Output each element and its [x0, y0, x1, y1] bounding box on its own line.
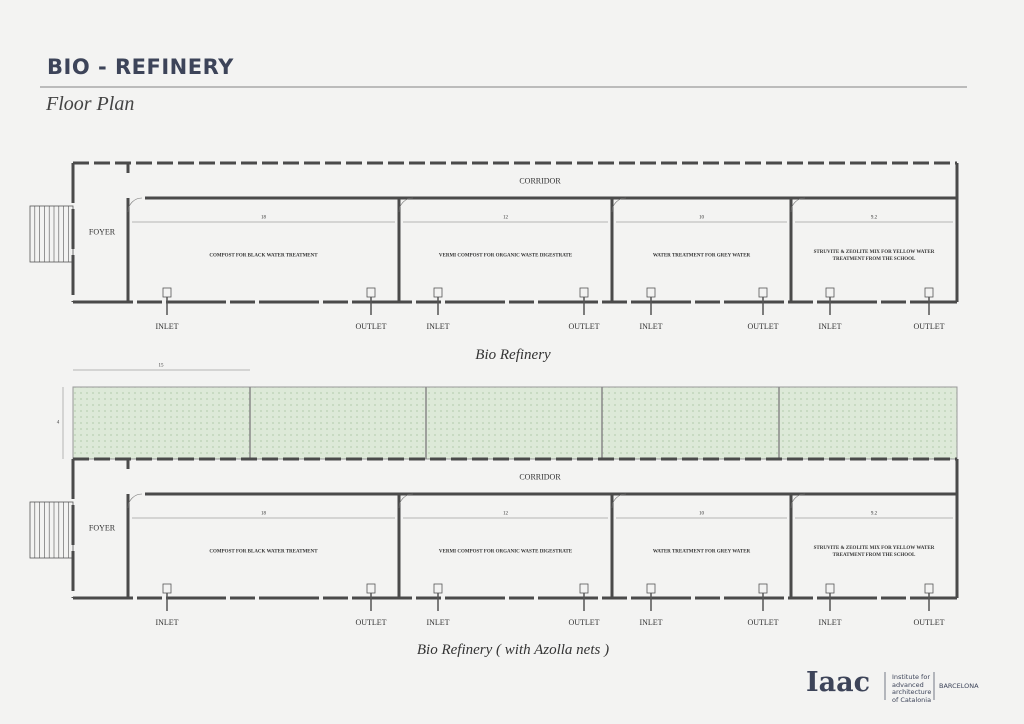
outlet-label: OUTLET — [747, 322, 779, 331]
room-label: VERMI COMPOST FOR ORGANIC WASTE DIGESTRA… — [438, 253, 573, 259]
inlet-label: INLET — [818, 322, 842, 331]
dimension: 18 — [261, 511, 266, 517]
pipe-fitting — [162, 583, 172, 594]
pipe-fitting — [924, 583, 934, 594]
title: BIO - REFINERY — [47, 55, 234, 79]
foyer-label: FOYER — [88, 227, 116, 237]
outlet-label: OUTLET — [355, 618, 387, 627]
door — [611, 197, 627, 213]
outlet-label: OUTLET — [913, 322, 945, 331]
outlet-label: OUTLET — [747, 618, 779, 627]
outlet-label: OUTLET — [913, 618, 945, 627]
dimension: 12 — [503, 215, 508, 221]
pipe-fitting — [433, 583, 443, 594]
pipe-fitting — [579, 583, 589, 594]
outlet-label: OUTLET — [568, 322, 600, 331]
pipe-fitting — [758, 583, 768, 594]
pipe-fitting — [646, 287, 656, 298]
room-label: COMPOST FOR BLACK WATER TREATMENT — [209, 253, 318, 259]
pipe-fitting — [366, 287, 376, 298]
door — [790, 197, 806, 213]
corridor-label: CORRIDOR — [519, 472, 561, 482]
room-label: STRUVITE & ZEOLITE MIX FOR YELLOW WATER … — [813, 250, 935, 262]
inlet-label: INLET — [639, 322, 663, 331]
inlet-label: INLET — [155, 322, 179, 331]
dimension: 9.2 — [870, 215, 878, 221]
dimension: 10 — [699, 511, 704, 517]
logo-city: BARCELONA — [939, 682, 979, 690]
dimension: 15 — [158, 363, 164, 369]
dimension: 10 — [699, 215, 704, 221]
pipe-fitting — [162, 287, 172, 298]
dimension: 18 — [261, 215, 266, 221]
subtitle: Floor Plan — [46, 93, 135, 115]
door — [398, 197, 414, 213]
plan-caption: Bio Refinery ( with Azolla nets ) — [416, 642, 610, 658]
pipe-fitting — [579, 287, 589, 298]
pipe-fitting — [924, 287, 934, 298]
stairs — [29, 205, 74, 263]
foyer-label: FOYER — [88, 523, 116, 533]
logo-mark: Iaac — [806, 667, 871, 698]
pipe-fitting — [366, 583, 376, 594]
stairs — [29, 501, 74, 559]
room-label: WATER TREATMENT FOR GREY WATER — [652, 549, 751, 555]
pipe-fitting — [758, 287, 768, 298]
pipe-fitting — [825, 287, 835, 298]
door — [398, 493, 414, 509]
inlet-label: INLET — [426, 322, 450, 331]
inlet-label: INLET — [818, 618, 842, 627]
plan-caption: Bio Refinery — [475, 347, 551, 363]
room-label: VERMI COMPOST FOR ORGANIC WASTE DIGESTRA… — [438, 549, 573, 555]
inlet-label: INLET — [155, 618, 179, 627]
door — [790, 493, 806, 509]
outlet-label: OUTLET — [568, 618, 600, 627]
azolla-net — [72, 386, 958, 460]
room-label: COMPOST FOR BLACK WATER TREATMENT — [209, 549, 318, 555]
outlet-label: OUTLET — [355, 322, 387, 331]
door — [127, 493, 143, 509]
corridor-label: CORRIDOR — [519, 176, 561, 186]
pipe-fitting — [825, 583, 835, 594]
pipe-fitting — [433, 287, 443, 298]
inlet-label: INLET — [426, 618, 450, 627]
room-label: WATER TREATMENT FOR GREY WATER — [652, 253, 751, 259]
pipe-fitting — [646, 583, 656, 594]
dimension: 12 — [503, 511, 508, 517]
inlet-label: INLET — [639, 618, 663, 627]
door — [611, 493, 627, 509]
dimension: 4 — [56, 420, 60, 426]
door — [127, 197, 143, 213]
room-label: STRUVITE & ZEOLITE MIX FOR YELLOW WATER … — [813, 546, 935, 558]
dimension: 9.2 — [870, 511, 878, 517]
logo-institute: Institute for advanced architecture of C… — [892, 673, 932, 704]
